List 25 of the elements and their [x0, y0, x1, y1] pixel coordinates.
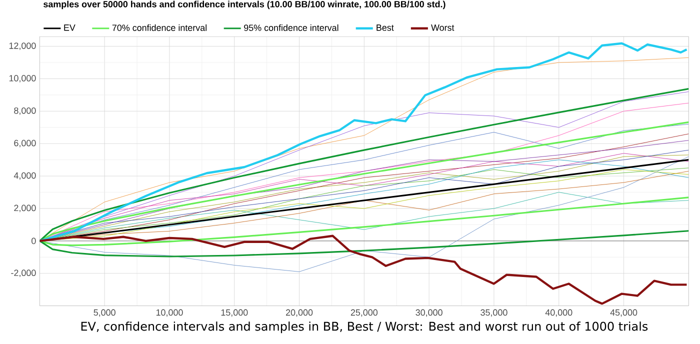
y-tick-label: 10,000 — [9, 75, 36, 82]
x-tick-label: 45,000 — [610, 309, 638, 317]
x-axis-title: EV, confidence intervals and samples in BB, Best / Worst: Best and worst run out of 1000 trials — [81, 322, 648, 334]
legend-label: Best — [376, 24, 394, 31]
x-tick-label: 5,000 — [94, 309, 116, 317]
line-series — [40, 234, 688, 305]
legend-label: Worst — [431, 24, 454, 31]
y-tick-label: -2,000 — [11, 270, 36, 278]
x-tick-label: 20,000 — [286, 309, 313, 317]
legend-label: EV — [64, 24, 76, 31]
legend-label: 70% confidence interval — [112, 24, 206, 31]
x-tick-label: 25,000 — [350, 309, 378, 317]
y-tick-label: 2,000 — [14, 204, 36, 212]
y-tick-label: 0 — [32, 238, 36, 244]
legend-label: 95% confidence interval — [244, 24, 338, 31]
y-tick-label: 4,000 — [14, 172, 36, 180]
y-tick-label: 12,000 — [9, 42, 36, 50]
x-tick-label: 30,000 — [416, 309, 442, 317]
x-tick-label: 10,000 — [156, 309, 183, 317]
x-tick-label: 40,000 — [545, 309, 572, 317]
y-tick-label: 8,000 — [14, 107, 36, 115]
y-tick-label: 6,000 — [14, 140, 36, 148]
x-tick-label: 15,000 — [221, 309, 248, 317]
chart-title: samples over 50000 hands and confidence intervals (10.00 BB/100 winrate, 100.00 BB/100 std.) — [44, 0, 446, 10]
x-tick-label: 35,000 — [480, 309, 508, 317]
